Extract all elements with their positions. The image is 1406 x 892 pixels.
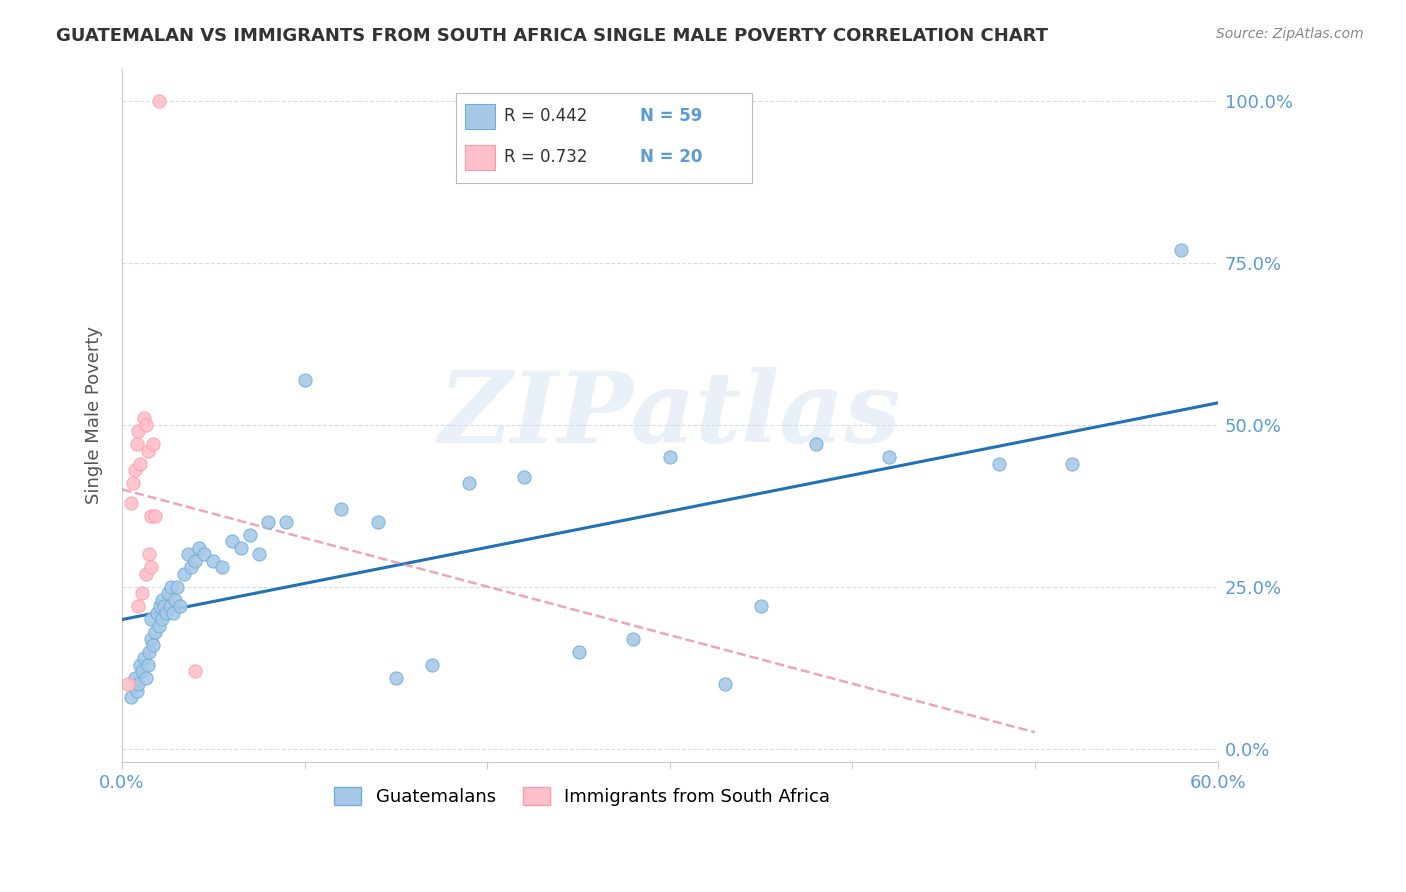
Point xyxy=(247,548,270,562)
Point xyxy=(131,664,153,678)
Point xyxy=(567,645,589,659)
Y-axis label: Single Male Poverty: Single Male Poverty xyxy=(86,326,103,504)
Point xyxy=(117,677,139,691)
Point xyxy=(143,508,166,523)
Point xyxy=(159,599,181,614)
Point xyxy=(156,586,179,600)
Point xyxy=(221,534,243,549)
Point xyxy=(138,645,160,659)
Point xyxy=(877,450,900,465)
Point xyxy=(145,606,167,620)
Point xyxy=(163,592,186,607)
Point xyxy=(276,515,298,529)
Point xyxy=(142,638,165,652)
Point xyxy=(142,437,165,451)
Point xyxy=(162,606,184,620)
Point xyxy=(124,671,146,685)
Point xyxy=(294,372,316,386)
Point xyxy=(177,548,200,562)
Point xyxy=(658,450,681,465)
Point xyxy=(202,554,225,568)
Point xyxy=(385,671,408,685)
Point xyxy=(173,566,195,581)
Point xyxy=(136,657,159,672)
Point xyxy=(143,625,166,640)
Point xyxy=(513,469,536,483)
Point xyxy=(257,515,280,529)
Point xyxy=(141,560,163,574)
Point xyxy=(150,592,173,607)
Point xyxy=(1060,457,1083,471)
Point xyxy=(153,599,176,614)
Point xyxy=(127,599,149,614)
Point xyxy=(1170,243,1192,257)
Point xyxy=(367,515,389,529)
Point xyxy=(180,560,202,574)
Point xyxy=(136,443,159,458)
Point xyxy=(120,495,142,509)
Point xyxy=(131,586,153,600)
Point xyxy=(120,690,142,704)
Point xyxy=(127,425,149,439)
Point xyxy=(149,599,172,614)
Point xyxy=(138,548,160,562)
Point xyxy=(422,657,444,672)
Text: Source: ZipAtlas.com: Source: ZipAtlas.com xyxy=(1216,27,1364,41)
Point xyxy=(184,664,207,678)
Point xyxy=(458,476,481,491)
Point xyxy=(141,508,163,523)
Point xyxy=(193,548,215,562)
Text: GUATEMALAN VS IMMIGRANTS FROM SOUTH AFRICA SINGLE MALE POVERTY CORRELATION CHART: GUATEMALAN VS IMMIGRANTS FROM SOUTH AFRI… xyxy=(56,27,1049,45)
Point xyxy=(127,677,149,691)
Point xyxy=(330,502,353,516)
Legend: Guatemalans, Immigrants from South Africa: Guatemalans, Immigrants from South Afric… xyxy=(325,778,839,815)
Point xyxy=(135,417,157,432)
Point xyxy=(713,677,735,691)
Point xyxy=(122,476,145,491)
Point xyxy=(987,457,1010,471)
Point xyxy=(148,618,170,632)
Point xyxy=(621,632,644,646)
Point xyxy=(150,612,173,626)
Point xyxy=(125,683,148,698)
Point xyxy=(211,560,233,574)
Point xyxy=(129,457,152,471)
Point xyxy=(239,528,262,542)
Point xyxy=(155,606,177,620)
Point xyxy=(187,541,209,555)
Point xyxy=(166,580,188,594)
Point xyxy=(749,599,772,614)
Point xyxy=(169,599,191,614)
Point xyxy=(141,612,163,626)
Point xyxy=(135,671,157,685)
Point xyxy=(125,437,148,451)
Point xyxy=(124,463,146,477)
Point xyxy=(160,580,183,594)
Point xyxy=(229,541,252,555)
Point xyxy=(804,437,827,451)
Point xyxy=(132,651,155,665)
Point xyxy=(129,657,152,672)
Point xyxy=(132,411,155,425)
Point xyxy=(184,554,207,568)
Point xyxy=(148,94,170,108)
Point xyxy=(141,632,163,646)
Text: ZIPatlas: ZIPatlas xyxy=(439,367,901,464)
Point xyxy=(135,566,157,581)
